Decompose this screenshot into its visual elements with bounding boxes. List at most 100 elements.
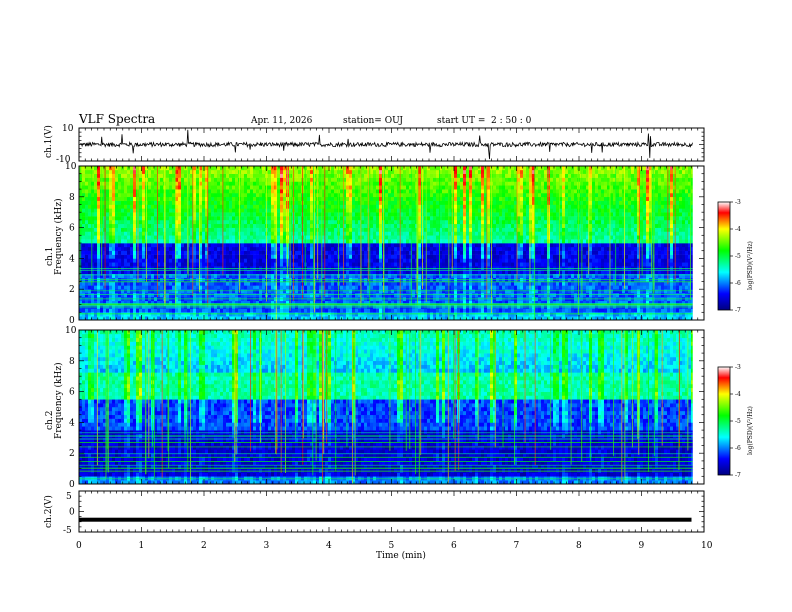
spectrogram-cell <box>196 169 200 174</box>
spectrogram-cell <box>217 177 221 182</box>
spectrogram-cell <box>157 316 161 321</box>
spectrogram-cell <box>148 243 152 248</box>
spectrogram-cell <box>97 281 101 286</box>
spectrogram-cell <box>100 304 104 309</box>
spectrogram-cell <box>181 254 185 259</box>
spectrogram-cell <box>277 281 281 286</box>
spectrogram-cell <box>328 177 332 182</box>
spectrogram-cell <box>166 200 170 205</box>
spectrogram-cell <box>181 243 185 248</box>
spectrogram-cell <box>277 227 281 232</box>
spectrogram-cell <box>232 181 236 186</box>
spectrogram-cell <box>331 235 335 240</box>
spectrogram-cell <box>169 208 173 213</box>
spectrogram-cell <box>103 293 107 298</box>
spectrogram-cell <box>289 316 293 321</box>
spectrogram-cell <box>334 293 338 298</box>
spectrogram-cell <box>127 239 131 244</box>
spectrogram-cell <box>343 273 347 278</box>
spectrogram-cell <box>259 177 263 182</box>
spectrogram-cell <box>427 254 431 259</box>
spectrogram-cell <box>295 246 299 251</box>
spectrogram-cell <box>283 166 287 171</box>
spectrogram-cell <box>160 212 164 217</box>
spectrogram-cell <box>271 227 275 232</box>
spectrogram-cell <box>247 250 251 255</box>
spectrogram-cell <box>226 192 230 198</box>
spectrogram-cell <box>343 254 347 259</box>
spectrogram-cell <box>325 243 329 248</box>
spectrogram-cell <box>385 166 389 171</box>
spectrogram-cell <box>241 281 245 286</box>
spectrogram-cell <box>157 300 161 305</box>
spectrogram-cell <box>148 308 152 313</box>
spectrogram-cell <box>118 189 122 194</box>
spectrogram-cell <box>220 266 224 271</box>
spectrogram-cell <box>223 308 227 313</box>
spectrogram-cell <box>97 200 101 205</box>
spectrogram-cell <box>400 289 404 294</box>
spectrogram-cell <box>271 273 275 278</box>
spectrogram-cell <box>349 166 353 171</box>
spectrogram-cell <box>376 300 380 305</box>
spectrogram-cell <box>295 243 299 248</box>
spectrogram-cell <box>397 185 401 190</box>
spectrogram-cell <box>259 235 263 240</box>
spectrogram-cell <box>358 169 362 174</box>
spectrogram-cell <box>154 169 158 174</box>
spectrogram-cell <box>124 308 128 313</box>
spectrogram-cell <box>190 254 194 259</box>
spectrogram-cell <box>130 273 134 278</box>
spectrogram-cell <box>124 231 128 236</box>
spectrogram-cell <box>229 204 233 209</box>
spectrogram-cell <box>220 181 224 186</box>
spectrogram-cell <box>322 308 326 313</box>
spectrogram-cell <box>409 293 413 298</box>
spectrogram-cell <box>166 285 170 290</box>
spectrogram-cell <box>295 196 299 201</box>
spectrogram-cell <box>325 262 329 267</box>
spectrogram-cell <box>244 189 248 194</box>
spectrogram-cell <box>277 208 281 213</box>
spectrogram-cell <box>394 293 398 298</box>
spectrogram-cell <box>427 192 431 198</box>
spectrogram-cell <box>172 293 176 298</box>
spectrogram-cell <box>88 308 92 313</box>
spectrogram-cell <box>262 216 266 221</box>
spectrogram-cell <box>160 235 164 240</box>
spectrogram-cell <box>160 181 164 186</box>
spectrogram-cell <box>391 196 395 201</box>
spectrogram-cell <box>331 308 335 313</box>
spectrogram-cell <box>178 177 182 182</box>
spectrogram-cell <box>322 212 326 217</box>
spectrogram-cell <box>283 273 287 278</box>
spectrogram-cell <box>118 227 122 232</box>
spectrogram-cell <box>388 204 392 209</box>
spectrogram-cell <box>427 208 431 213</box>
spectrogram-cell <box>349 258 353 263</box>
spectrogram-cell <box>121 266 125 271</box>
spectrogram-cell <box>403 304 407 309</box>
spectrogram-cell <box>283 227 287 232</box>
spectrogram-cell <box>340 196 344 201</box>
spectrogram-cell <box>346 239 350 244</box>
spectrogram-cell <box>343 173 347 178</box>
spectrogram-cell <box>307 196 311 201</box>
spectrogram-cell <box>217 281 221 286</box>
spectrogram-cell <box>271 177 275 182</box>
spectrogram-cell <box>133 235 137 240</box>
spectrogram-cell <box>184 281 188 286</box>
spectrogram-cell <box>340 169 344 174</box>
spectrogram-cell <box>223 192 227 198</box>
spectrogram-cell <box>271 200 275 205</box>
spectrogram-cell <box>295 223 299 228</box>
spectrogram-cell <box>247 173 251 178</box>
spectrogram-cell <box>133 273 137 278</box>
spectrogram-cell <box>226 223 230 228</box>
spectrogram-cell <box>424 196 428 201</box>
spectrogram-cell <box>85 204 89 209</box>
spectrogram-cell <box>103 239 107 244</box>
spectrogram-cell <box>250 227 254 232</box>
spectrogram-cell <box>175 281 179 286</box>
spectrogram-cell <box>247 243 251 248</box>
